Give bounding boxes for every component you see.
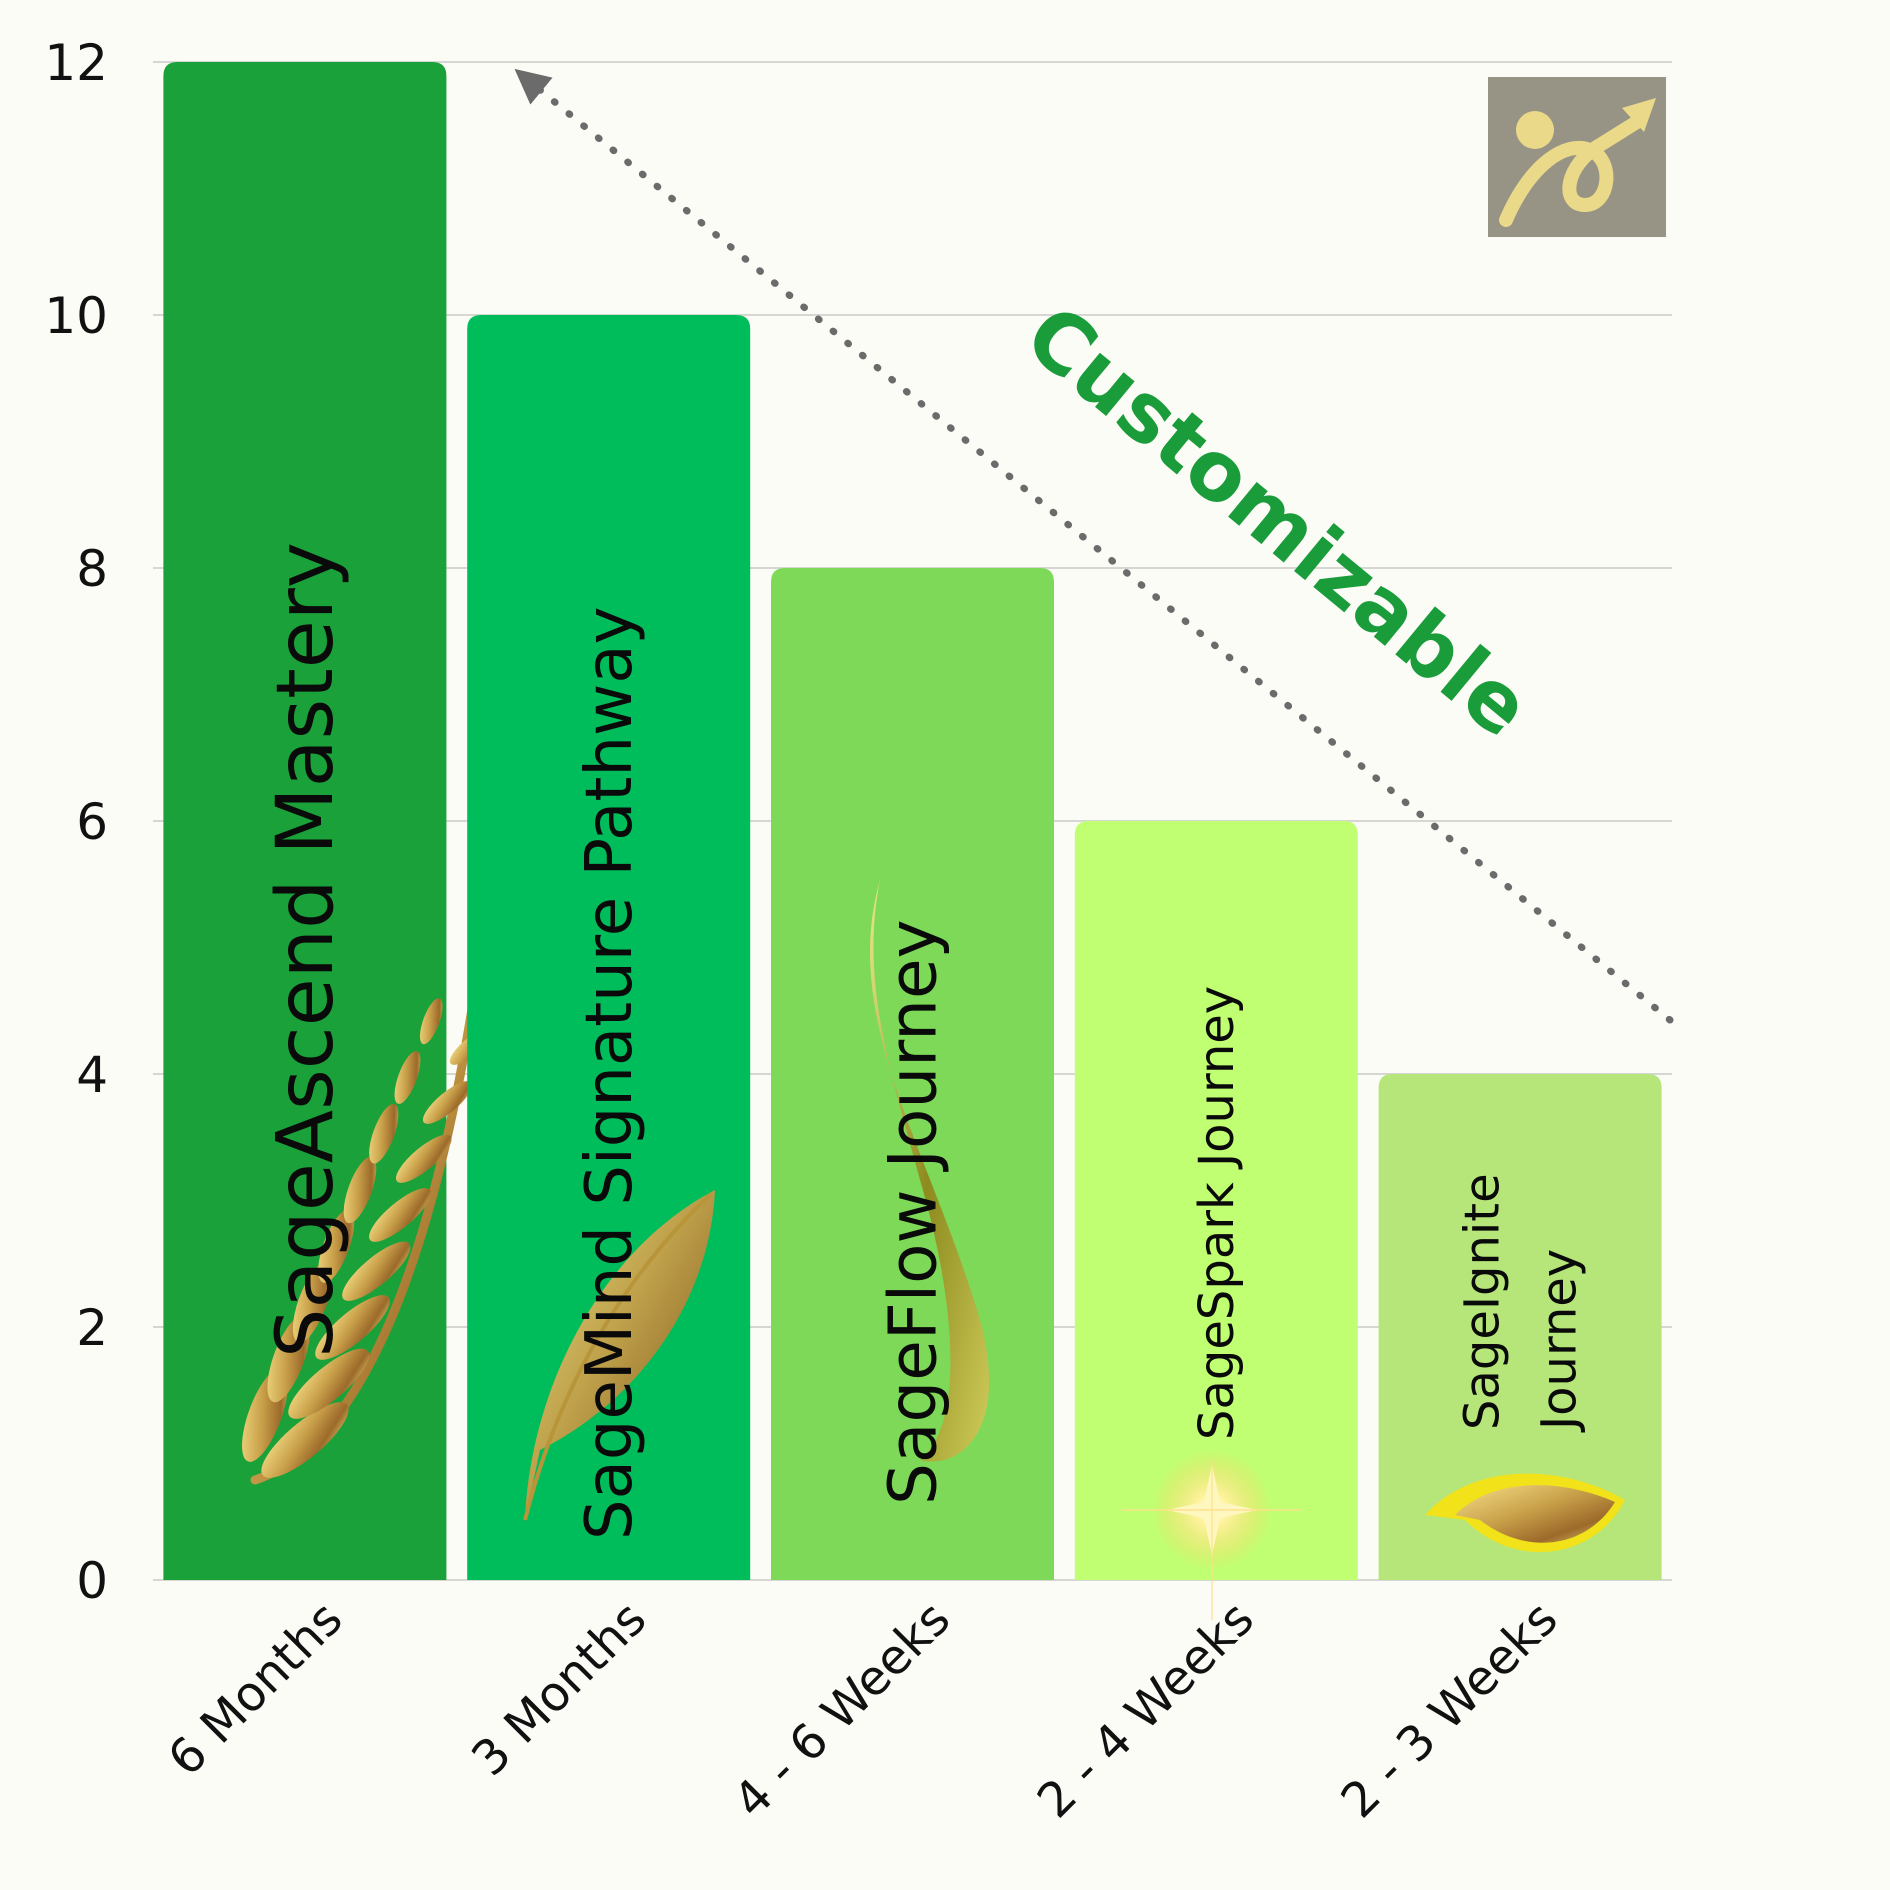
- x-tick-label: 4 - 6 Weeks: [723, 1591, 961, 1829]
- y-tick-label: 10: [44, 287, 108, 345]
- y-tick-label: 8: [76, 540, 108, 598]
- y-tick-label: 12: [44, 34, 108, 92]
- bar-2-4-weeks: [1074, 821, 1358, 1580]
- bars: SageAscend Mastery SageMind Signature Pat…: [163, 62, 1662, 1620]
- bar-label: SageAscend Mastery: [261, 542, 351, 1358]
- leaf-icon: [1425, 1473, 1625, 1553]
- customizable-annotation: Customizable: [1007, 287, 1547, 756]
- y-tick-label: 2: [76, 1299, 108, 1357]
- trend-arrow: [514, 68, 1674, 1024]
- y-axis-ticks: 0 2 4 6 8 10 12: [44, 34, 108, 1610]
- feather-icon: [523, 1190, 715, 1521]
- bar-label: SageMind Signature Pathway: [573, 607, 647, 1541]
- bar-label: SageFlow Journey: [875, 919, 952, 1505]
- bar-2-3-weeks: [1378, 1074, 1662, 1580]
- bar-label: Journey: [1531, 1249, 1587, 1433]
- sparkle-icon: [1122, 1450, 1302, 1620]
- wheat-icon: [242, 985, 493, 1485]
- growth-logo-icon: [1488, 77, 1666, 237]
- x-tick-label: 3 Months: [461, 1591, 657, 1787]
- x-tick-label: 6 Months: [157, 1591, 353, 1787]
- bar-label: SageIgnite: [1455, 1173, 1511, 1430]
- y-tick-label: 4: [76, 1046, 108, 1104]
- y-tick-label: 6: [76, 793, 108, 851]
- y-tick-label: 0: [76, 1552, 108, 1610]
- x-tick-label: 2 - 4 Weeks: [1027, 1591, 1265, 1829]
- x-axis-labels: 6 Months 3 Months 4 - 6 Weeks 2 - 4 Weeks 2 …: [157, 1591, 1568, 1829]
- swoosh-icon: [870, 880, 990, 1462]
- bar-4-6-weeks: [771, 568, 1054, 1580]
- x-tick-label: 2 - 3 Weeks: [1331, 1591, 1569, 1829]
- bar-label: SageSpark Journey: [1189, 986, 1245, 1440]
- bar-6-months: [163, 62, 447, 1580]
